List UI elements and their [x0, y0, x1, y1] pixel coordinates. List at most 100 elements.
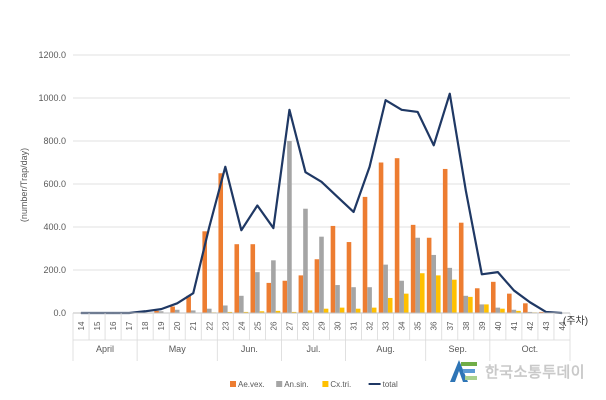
bar-aevex: [282, 280, 288, 313]
x-tick-label: 25: [253, 321, 262, 330]
bar-ansin: [190, 310, 196, 313]
month-label: Oct.: [522, 344, 539, 354]
bar-cxtri: [307, 310, 313, 313]
bar-cxtri: [371, 307, 377, 314]
point-total: [192, 292, 195, 295]
bar-ansin: [495, 307, 501, 314]
bar-aevex: [298, 275, 304, 314]
legend-aevex-label: Ae.vex.: [238, 380, 265, 389]
x-tick-label: 22: [205, 321, 214, 330]
x-tick-label: 30: [334, 321, 343, 330]
month-label: April: [96, 344, 114, 354]
y-axis-label: (number/Trap/day): [19, 148, 29, 222]
bar-aevex: [539, 311, 544, 313]
bar-cxtri: [291, 311, 297, 313]
bar-aevex: [314, 259, 320, 313]
month-label: Jul.: [306, 344, 320, 354]
bar-cxtri: [484, 304, 489, 313]
bar-ansin: [319, 236, 324, 313]
y-tick-label: 200.0: [43, 265, 66, 275]
bar-aevex: [186, 295, 191, 313]
x-tick-label: 43: [542, 321, 551, 330]
x-tick-label: 39: [478, 321, 487, 330]
month-label: Sep.: [449, 344, 468, 354]
x-tick-label: 15: [93, 321, 102, 330]
point-total: [384, 99, 387, 101]
legend-cxtri-swatch: [322, 381, 329, 387]
y-tick-label: 1000.0: [38, 93, 66, 103]
y-tick-label: 1200.0: [38, 50, 66, 60]
x-tick-label: 14: [77, 321, 86, 330]
legend: Ae.vex. An.sin. Cx.tri. total: [230, 380, 398, 389]
point-total: [416, 111, 419, 113]
bar-aevex: [394, 158, 400, 313]
x-tick-label: 27: [285, 321, 294, 330]
x-tick-label: 38: [462, 321, 471, 330]
bar-ansin: [223, 305, 228, 313]
legend-total-label: total: [383, 380, 398, 389]
x-tick-label: 29: [318, 321, 327, 330]
y-tick-label: 0.0: [53, 308, 66, 318]
bar-aevex: [250, 244, 256, 313]
bar-cxtri: [275, 310, 281, 313]
point-total: [497, 271, 499, 273]
x-tick-label: 44: [558, 321, 567, 330]
x-tick-label: 33: [382, 321, 391, 330]
x-tick-label: 19: [157, 321, 166, 330]
bar-ansin: [255, 272, 260, 313]
bar-ansin: [303, 208, 308, 313]
bar-cxtri: [355, 308, 361, 313]
bar-ansin: [415, 237, 420, 313]
bar-ansin: [447, 267, 453, 313]
bar-aevex: [170, 306, 175, 313]
x-tick-label: 32: [366, 321, 375, 330]
y-tick-label: 600.0: [43, 179, 66, 189]
point-total: [144, 310, 146, 313]
axis-layer: 0.0 200.0 400.0 600.0 800.0 1000.0 1200.0 14 15 1…: [38, 50, 571, 361]
bar-aevex: [346, 242, 352, 313]
y-tick-label: 400.0: [43, 222, 66, 232]
point-total: [208, 226, 211, 228]
x-tick-label: 41: [510, 321, 519, 330]
bar-aevex: [490, 281, 496, 313]
bar-cxtri: [468, 296, 473, 314]
x-tick-label: 31: [350, 321, 359, 330]
bar-ansin: [527, 311, 533, 313]
point-total: [288, 109, 291, 111]
point-total: [545, 311, 547, 313]
point-total: [352, 211, 355, 213]
bar-aevex: [202, 231, 207, 313]
bar-ansin: [463, 295, 469, 313]
bar-aevex: [234, 244, 240, 313]
bar-aevex: [362, 196, 368, 313]
bar-aevex: [410, 224, 416, 313]
x-tick-label: 40: [494, 321, 503, 330]
bar-aevex: [458, 222, 464, 313]
bar-cxtri: [387, 297, 393, 313]
point-total: [432, 144, 435, 147]
company-logo-icon: [450, 360, 477, 382]
x-tick-label: 21: [189, 321, 198, 330]
bar-cxtri: [339, 307, 345, 314]
bar-ansin: [511, 309, 517, 313]
bar-cxtri: [323, 308, 329, 313]
point-total: [464, 189, 467, 192]
bar-ansin: [287, 141, 292, 313]
legend-aevex-swatch: [230, 381, 236, 387]
bar-aevex: [442, 168, 448, 313]
bar-cxtri: [403, 293, 409, 313]
point-total: [160, 308, 162, 310]
bar-ansin: [367, 287, 372, 313]
bar-aevex: [507, 293, 512, 313]
point-total: [320, 181, 323, 183]
point-total: [224, 166, 227, 168]
x-tick-label: 23: [221, 321, 230, 330]
x-tick-label: 24: [237, 321, 246, 330]
x-tick-label: 26: [269, 321, 278, 330]
bar-ansin: [158, 311, 164, 313]
bar-cxtri: [259, 311, 265, 313]
point-total: [481, 273, 483, 276]
point-total: [240, 229, 243, 232]
point-total: [272, 227, 275, 229]
